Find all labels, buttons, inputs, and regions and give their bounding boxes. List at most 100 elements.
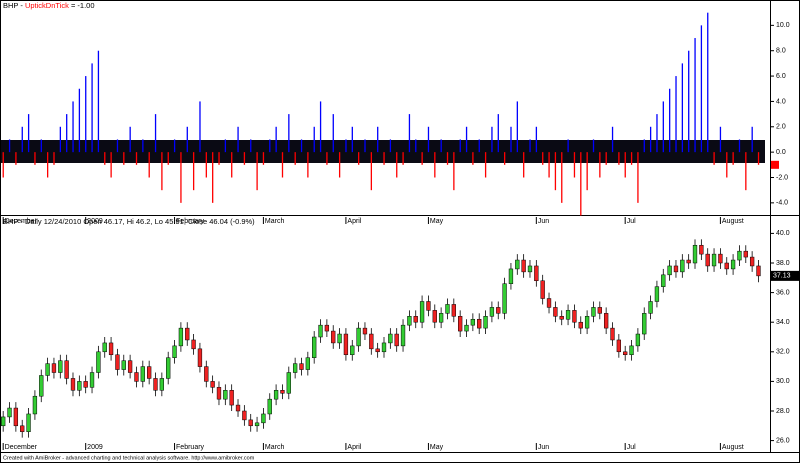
candle-body bbox=[489, 307, 495, 317]
bar bbox=[256, 152, 258, 191]
candle-body bbox=[400, 324, 406, 347]
candle-body bbox=[216, 387, 222, 400]
bar bbox=[478, 139, 480, 153]
candle-body bbox=[375, 348, 380, 353]
candle-body bbox=[381, 342, 387, 353]
bar bbox=[250, 139, 252, 153]
bar bbox=[700, 25, 703, 153]
candle-body bbox=[134, 372, 139, 382]
candle-body bbox=[496, 307, 501, 314]
bar bbox=[408, 114, 411, 153]
bar bbox=[535, 126, 538, 153]
candle-body bbox=[749, 256, 755, 267]
candle-body bbox=[83, 381, 88, 388]
bar bbox=[275, 126, 277, 153]
bar bbox=[738, 139, 741, 153]
candle-body bbox=[337, 333, 342, 344]
x-tick-label: Jul bbox=[627, 218, 636, 225]
candle-body bbox=[540, 280, 545, 299]
bar bbox=[154, 114, 157, 153]
bar bbox=[34, 152, 36, 165]
bar bbox=[40, 139, 42, 153]
indicator-value: = -1.00 bbox=[71, 1, 95, 10]
bar bbox=[624, 152, 626, 178]
bar bbox=[110, 152, 112, 178]
candle-body bbox=[591, 307, 596, 317]
candle-body bbox=[743, 250, 748, 258]
candle-body bbox=[756, 265, 761, 277]
bar bbox=[123, 152, 125, 165]
y-tick-label: 26.0 bbox=[776, 437, 790, 444]
bar bbox=[345, 139, 347, 153]
candle-body bbox=[197, 348, 203, 367]
candle-body bbox=[261, 413, 266, 424]
bar bbox=[465, 126, 468, 153]
candle-body bbox=[254, 422, 260, 427]
candle-body bbox=[312, 336, 317, 358]
candle-body bbox=[273, 390, 279, 400]
bar bbox=[592, 139, 595, 153]
candle-body bbox=[153, 378, 158, 391]
bar bbox=[180, 152, 182, 203]
bar bbox=[446, 152, 449, 165]
candle-body bbox=[623, 351, 628, 356]
y-tick-label: 2.0 bbox=[776, 124, 786, 131]
bar bbox=[561, 152, 563, 203]
candle-body bbox=[680, 259, 685, 273]
bar bbox=[332, 114, 334, 153]
y-tick-label: 30.0 bbox=[776, 378, 790, 385]
x-tick-label: March bbox=[265, 218, 285, 225]
x-tick-label: 2009 bbox=[87, 444, 103, 451]
candle-body bbox=[248, 419, 253, 427]
candle-body bbox=[502, 283, 507, 314]
x-tick-label: May bbox=[430, 444, 444, 451]
zero-band bbox=[0, 140, 765, 163]
candle-body bbox=[477, 318, 482, 329]
candle-body bbox=[407, 316, 412, 326]
bar bbox=[415, 139, 417, 153]
candle-body bbox=[603, 313, 609, 329]
bar bbox=[192, 152, 195, 191]
bar bbox=[59, 126, 61, 153]
bar bbox=[351, 126, 353, 153]
y-tick-label: 34.0 bbox=[776, 319, 790, 326]
bar bbox=[281, 152, 284, 178]
candle-body bbox=[39, 375, 44, 397]
candle-body bbox=[686, 259, 691, 264]
bar bbox=[47, 152, 49, 178]
bar bbox=[148, 152, 150, 178]
candle-body bbox=[464, 324, 469, 332]
bar bbox=[104, 152, 106, 165]
candle-body bbox=[419, 301, 425, 323]
candle-body bbox=[451, 304, 456, 317]
bar bbox=[97, 50, 100, 153]
candle-body bbox=[711, 253, 717, 267]
bar bbox=[548, 152, 550, 178]
bar bbox=[542, 152, 544, 165]
candle-body bbox=[331, 330, 336, 344]
candle-body bbox=[584, 316, 590, 329]
x-tick-label: 2009 bbox=[87, 218, 103, 225]
x-tick-label: Jul bbox=[627, 444, 636, 451]
y-tick-label: -2.0 bbox=[776, 174, 788, 181]
candle-body bbox=[70, 378, 76, 391]
bar bbox=[434, 152, 436, 178]
bar bbox=[459, 139, 461, 153]
candle-body bbox=[191, 339, 196, 350]
bar bbox=[319, 101, 322, 153]
candle-body bbox=[286, 372, 291, 394]
bar bbox=[745, 152, 747, 191]
candle-body bbox=[7, 407, 12, 418]
candle-body bbox=[597, 307, 602, 314]
candle-body bbox=[267, 398, 272, 415]
bar bbox=[231, 152, 233, 178]
bar bbox=[396, 152, 398, 178]
y-tick-label: 4.0 bbox=[776, 98, 786, 105]
candle-body bbox=[223, 390, 228, 400]
bar bbox=[726, 152, 728, 178]
bar bbox=[15, 152, 17, 165]
bar bbox=[142, 139, 144, 153]
y-tick-label: 40.0 bbox=[776, 230, 790, 237]
candle-body bbox=[546, 298, 552, 308]
bar bbox=[224, 139, 227, 153]
